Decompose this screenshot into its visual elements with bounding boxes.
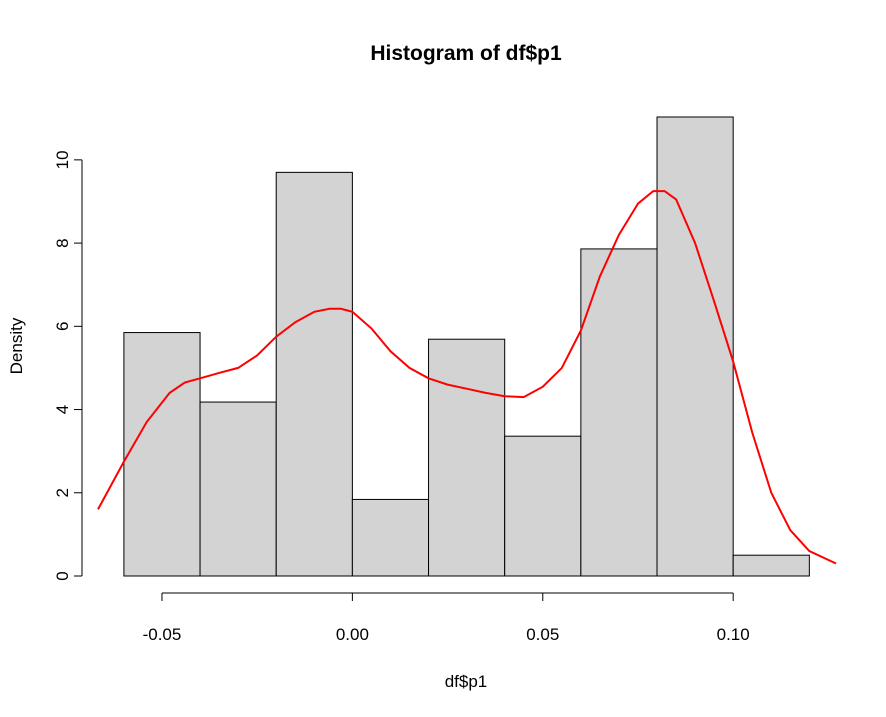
histogram-bar	[656, 116, 734, 577]
x-axis: -0.05 0.00 0.05 0.10	[143, 592, 750, 644]
y-tick-label: 0	[53, 571, 72, 580]
y-tick-label: 6	[53, 322, 72, 331]
histogram-bar	[351, 498, 430, 577]
y-tick-label: 2	[53, 488, 72, 497]
chart-title: Histogram of df$p1	[370, 42, 562, 65]
histogram-bar	[199, 401, 277, 577]
histogram-bar	[732, 554, 810, 577]
x-tick-label: 0.00	[336, 625, 369, 644]
histogram-bar	[504, 435, 582, 577]
density-curve	[97, 190, 837, 565]
bars-group	[123, 116, 810, 577]
y-axis: 0 2 4 6 8 10	[53, 150, 83, 581]
histogram-bar	[428, 338, 506, 577]
histogram-bar	[275, 171, 353, 577]
x-axis-label: df$p1	[445, 672, 488, 691]
y-tick-label: 8	[53, 238, 72, 247]
histogram-bar	[123, 332, 201, 577]
x-tick-label: -0.05	[143, 625, 182, 644]
x-tick-label: 0.05	[526, 625, 559, 644]
y-tick-label: 10	[53, 150, 72, 169]
histogram-bar	[580, 248, 658, 577]
y-axis-label: Density	[7, 317, 26, 374]
y-tick-label: 4	[53, 405, 72, 414]
x-tick-label: 0.10	[717, 625, 750, 644]
